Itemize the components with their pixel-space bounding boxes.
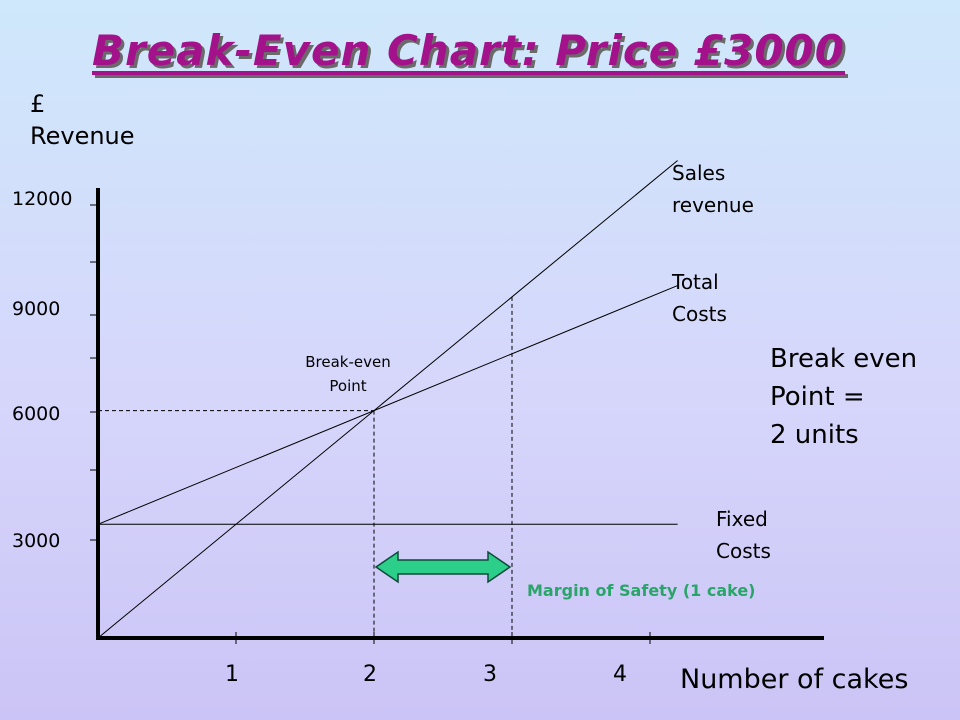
break-even-note-line2: Point = xyxy=(770,382,865,412)
total-costs-label-line2: Costs xyxy=(672,302,727,326)
total-costs-label-line1: Total xyxy=(672,270,719,294)
break-even-point-label-line2: Point xyxy=(329,377,367,395)
total-costs-label: Total Costs xyxy=(672,266,727,330)
fixed-costs-label: Fixed Costs xyxy=(716,503,771,567)
total-costs-line xyxy=(97,285,678,525)
y-tick-6000: 6000 xyxy=(12,403,61,425)
margin-of-safety-arrow xyxy=(374,550,512,584)
page-title: Break-Even Chart: Price £3000 xyxy=(92,26,845,75)
sales-revenue-label-line1: Sales xyxy=(672,161,726,185)
sales-revenue-label: Sales revenue xyxy=(672,157,754,221)
break-even-point-label-line1: Break-even xyxy=(305,353,391,371)
y-tick-3000: 3000 xyxy=(12,530,61,552)
break-even-note: Break even Point = 2 units xyxy=(770,340,917,454)
x-tick-4: 4 xyxy=(613,662,627,687)
y-tick-9000: 9000 xyxy=(12,298,61,320)
fixed-costs-label-line1: Fixed xyxy=(716,507,768,531)
x-tick-2: 2 xyxy=(363,662,377,687)
sales-revenue-line xyxy=(97,160,678,639)
y-axis-word: Revenue xyxy=(30,122,135,150)
margin-of-safety-label: Margin of Safety (1 cake) xyxy=(527,581,756,600)
x-tick-1: 1 xyxy=(225,662,239,687)
x-axis-label: Number of cakes xyxy=(680,664,909,695)
y-axis-currency: £ xyxy=(30,90,46,118)
break-even-note-line3: 2 units xyxy=(770,420,859,450)
x-tick-3: 3 xyxy=(483,662,497,687)
break-even-note-line1: Break even xyxy=(770,344,918,374)
y-tick-12000: 12000 xyxy=(12,188,73,210)
y-axis-label: £ Revenue xyxy=(30,88,135,152)
break-even-point-label: Break-even Point xyxy=(288,350,408,398)
fixed-costs-label-line2: Costs xyxy=(716,539,771,563)
sales-revenue-label-line2: revenue xyxy=(672,193,754,217)
